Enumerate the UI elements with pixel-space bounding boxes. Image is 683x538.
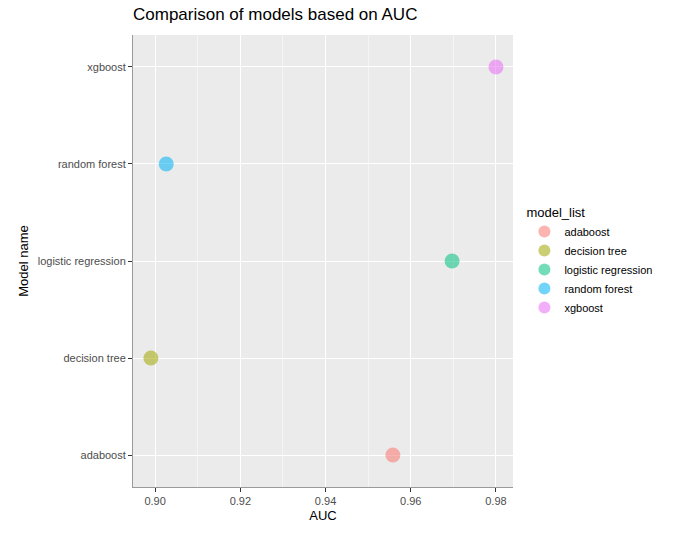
- svg-text:model_list: model_list: [526, 205, 585, 220]
- svg-text:0.92: 0.92: [230, 495, 251, 507]
- svg-text:random forest: random forest: [564, 283, 632, 295]
- svg-text:decision tree: decision tree: [63, 352, 125, 364]
- svg-text:xgboost: xgboost: [564, 302, 603, 314]
- svg-text:xgboost: xgboost: [87, 61, 126, 73]
- svg-text:Model name: Model name: [16, 225, 31, 297]
- svg-text:Comparison of models based on: Comparison of models based on AUC: [133, 5, 417, 24]
- svg-text:AUC: AUC: [309, 508, 336, 523]
- svg-text:adaboost: adaboost: [564, 226, 609, 238]
- svg-text:0.96: 0.96: [400, 495, 421, 507]
- svg-text:0.94: 0.94: [315, 495, 336, 507]
- svg-text:random forest: random forest: [58, 158, 126, 170]
- svg-text:adaboost: adaboost: [81, 449, 126, 461]
- svg-text:logistic regression: logistic regression: [564, 264, 652, 276]
- svg-text:0.98: 0.98: [485, 495, 506, 507]
- svg-text:logistic regression: logistic regression: [38, 255, 126, 267]
- svg-text:0.90: 0.90: [144, 495, 165, 507]
- svg-text:decision tree: decision tree: [564, 245, 626, 257]
